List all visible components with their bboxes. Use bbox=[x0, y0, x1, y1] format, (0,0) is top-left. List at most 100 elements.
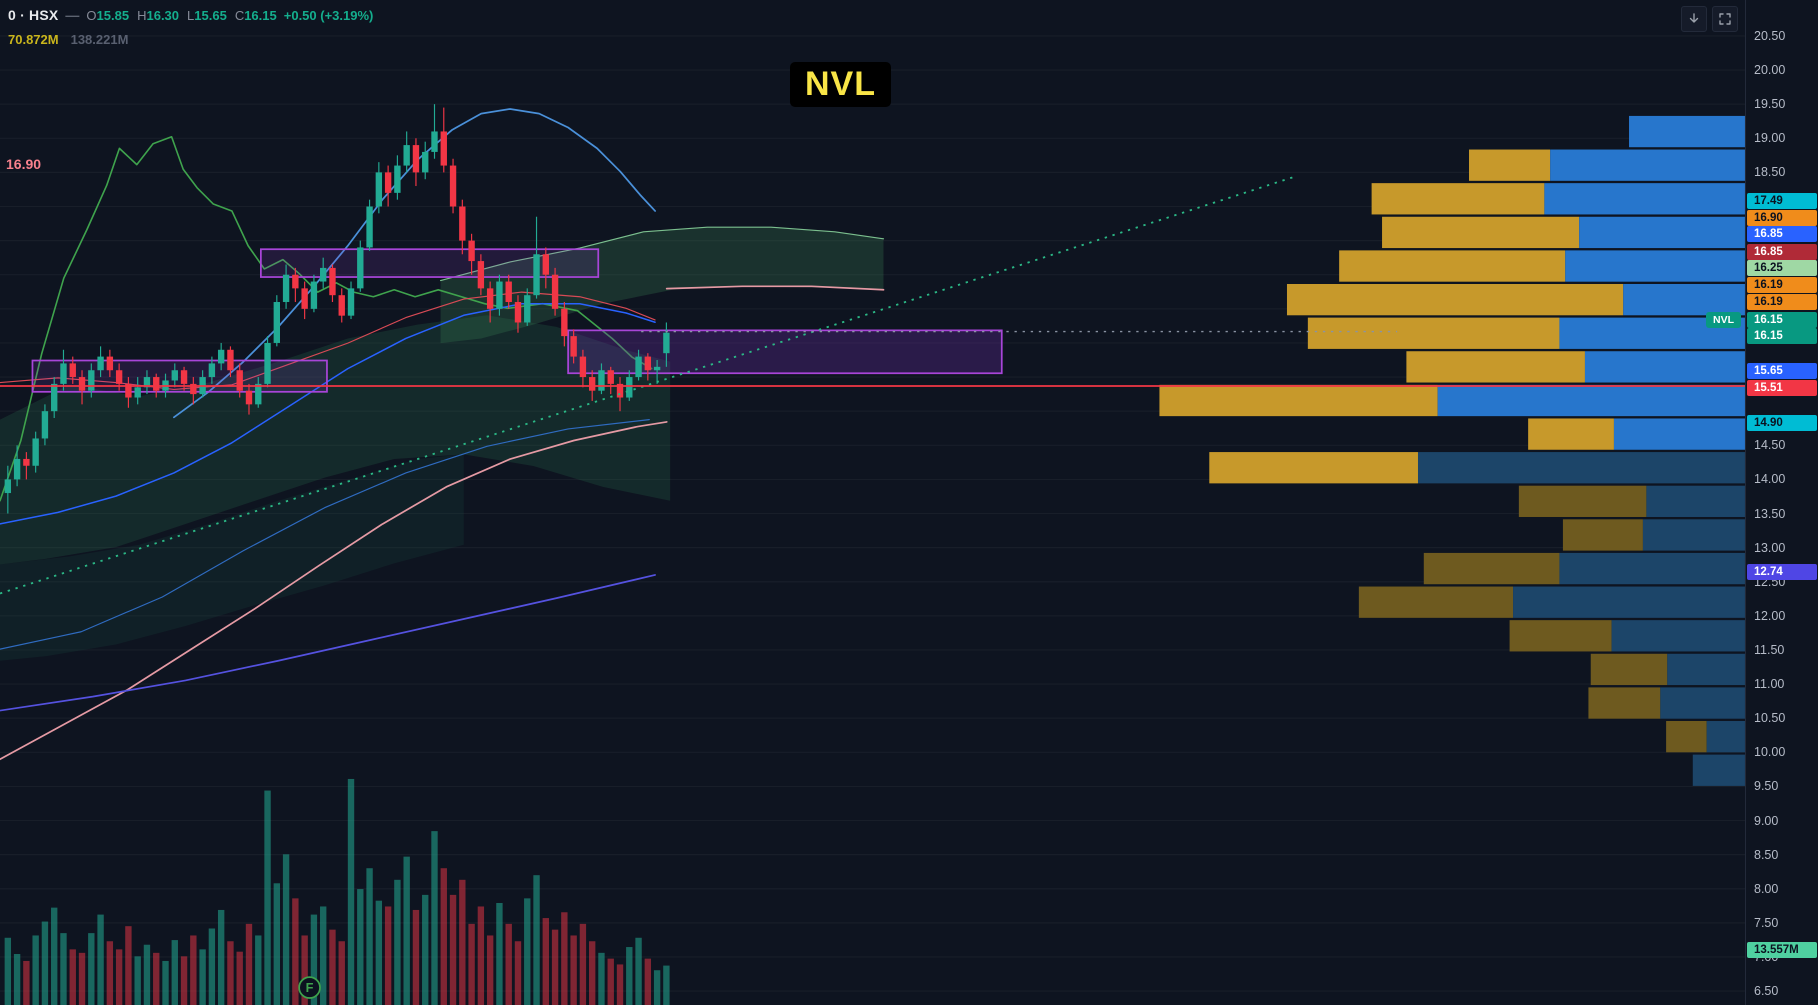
candle-body bbox=[514, 302, 522, 323]
price-axis[interactable]: 20.50 20.00 19.50 19.00 18.50 14.50 14.00 13.50… bbox=[1745, 0, 1818, 1005]
cloud-top-green-line bbox=[440, 226, 885, 282]
candle-body bbox=[97, 356, 104, 371]
candle-body bbox=[310, 281, 318, 309]
volume-profile-bar-gold bbox=[1518, 485, 1647, 517]
volume-bar bbox=[449, 894, 457, 1005]
volume-profile-bar-blue bbox=[1692, 754, 1745, 786]
volume-bar bbox=[106, 941, 114, 1005]
candle-body bbox=[23, 458, 30, 466]
volume-value-badge[interactable]: 13.557M bbox=[1747, 941, 1817, 958]
candle-body bbox=[570, 336, 577, 357]
volume-bar bbox=[245, 923, 253, 1005]
volume-profile-bar-blue bbox=[1623, 283, 1745, 316]
price-tick: 14.50 bbox=[1754, 438, 1786, 453]
volume-bar bbox=[162, 960, 169, 1005]
candle-body bbox=[255, 383, 262, 405]
supply-demand-zone-box[interactable] bbox=[31, 359, 328, 393]
symbol-title[interactable]: 0 · HSX bbox=[8, 7, 59, 23]
level-badge-lightgreen[interactable]: 16.25 bbox=[1747, 259, 1817, 276]
supply-demand-zone-box[interactable] bbox=[260, 248, 600, 278]
candle-body bbox=[663, 332, 670, 354]
volume-bar bbox=[588, 941, 596, 1005]
candle-body bbox=[607, 370, 614, 384]
volume-bar bbox=[153, 952, 160, 1005]
last-price-badge[interactable]: 16.15 bbox=[1747, 312, 1817, 329]
price-tick: 13.00 bbox=[1754, 540, 1786, 555]
volume-profile-bar-gold bbox=[1509, 620, 1612, 652]
scroll-down-button[interactable] bbox=[1681, 6, 1707, 32]
volume-bar bbox=[115, 949, 123, 1005]
fullscreen-button[interactable] bbox=[1712, 6, 1738, 32]
change-value: +0.50 (+3.19%) bbox=[283, 7, 374, 23]
volume-bar bbox=[533, 875, 540, 1005]
volume-profile-bar-blue bbox=[1437, 384, 1745, 417]
volume-bar bbox=[357, 889, 364, 1005]
volume-profile-bar-blue bbox=[1565, 250, 1745, 282]
volume-profile-bar-gold bbox=[1528, 418, 1614, 450]
open-value: 15.85 bbox=[96, 7, 130, 23]
volume-bar bbox=[477, 906, 485, 1005]
level-badge-blue[interactable]: 16.85 bbox=[1747, 226, 1817, 243]
volume-profile-bar-gold bbox=[1286, 283, 1624, 316]
level-badge-green[interactable]: 16.15 bbox=[1747, 328, 1817, 345]
volume-bar bbox=[607, 958, 614, 1005]
cloud-salmon-line bbox=[0, 421, 668, 761]
level-badge-indigo[interactable]: 12.74 bbox=[1747, 563, 1817, 580]
candle-body bbox=[217, 349, 225, 364]
candle-body bbox=[106, 356, 114, 371]
candle-body bbox=[338, 295, 345, 316]
volume-bar bbox=[51, 907, 58, 1005]
volume-profile-bar-blue bbox=[1584, 351, 1745, 383]
candle-body bbox=[486, 288, 494, 309]
legend-collapse-icon[interactable]: — bbox=[65, 7, 80, 23]
volume-profile-bar-blue bbox=[1559, 552, 1745, 585]
cloud-top-salmon-line bbox=[665, 285, 885, 291]
volume-profile-bar-blue bbox=[1611, 620, 1745, 652]
level-badge-orange[interactable]: 16.19 bbox=[1747, 277, 1817, 294]
volume-bar bbox=[394, 879, 401, 1005]
volume-bar bbox=[69, 949, 76, 1005]
candle-body bbox=[143, 377, 151, 388]
candle-body bbox=[477, 261, 485, 289]
candle-body bbox=[459, 206, 466, 241]
volume-bar bbox=[13, 953, 21, 1005]
candle-body bbox=[273, 302, 281, 343]
volume-bar bbox=[384, 906, 392, 1005]
volume-profile-bar-blue bbox=[1613, 418, 1745, 450]
volume-bar bbox=[338, 941, 345, 1005]
volume-profile-bar-blue bbox=[1629, 115, 1745, 148]
level-badge-orange[interactable]: 16.90 bbox=[1747, 210, 1817, 227]
volume-bar bbox=[644, 958, 652, 1005]
candle-body bbox=[551, 274, 559, 309]
level-badge-maroon[interactable]: 16.85 bbox=[1747, 243, 1817, 260]
candle-body bbox=[264, 342, 271, 384]
supply-demand-zone-box[interactable] bbox=[567, 329, 1003, 375]
arrow-down-icon bbox=[1686, 11, 1702, 27]
volume-profile-bar-blue bbox=[1579, 216, 1745, 249]
candle-body bbox=[561, 308, 568, 337]
volume-bar bbox=[32, 935, 39, 1005]
fullscreen-icon bbox=[1717, 11, 1733, 27]
level-badge-cyan[interactable]: 14.90 bbox=[1747, 415, 1817, 432]
volume-bar bbox=[403, 856, 410, 1005]
alert-price-badge[interactable]: 15.51 bbox=[1747, 380, 1817, 397]
candle-body bbox=[347, 288, 355, 316]
publish-marker-letter: F bbox=[306, 980, 314, 995]
level-badge-blue[interactable]: 15.65 bbox=[1747, 363, 1817, 380]
candle-body bbox=[153, 377, 160, 391]
candle-body bbox=[644, 356, 652, 371]
candle-body bbox=[653, 366, 661, 371]
publish-marker[interactable]: F bbox=[298, 976, 321, 999]
volume-profile-bar-blue bbox=[1667, 653, 1745, 686]
volume-bar bbox=[88, 933, 95, 1005]
level-badge-orange[interactable]: 16.19 bbox=[1747, 293, 1817, 310]
volume-bar bbox=[375, 900, 383, 1005]
volume-bar bbox=[236, 951, 243, 1005]
level-badge-cyan[interactable]: 17.49 bbox=[1747, 192, 1817, 209]
volume-bar bbox=[561, 912, 568, 1005]
candle-body bbox=[635, 356, 642, 378]
volume-profile-bar-gold bbox=[1382, 216, 1580, 249]
close-value: 16.15 bbox=[244, 7, 277, 23]
